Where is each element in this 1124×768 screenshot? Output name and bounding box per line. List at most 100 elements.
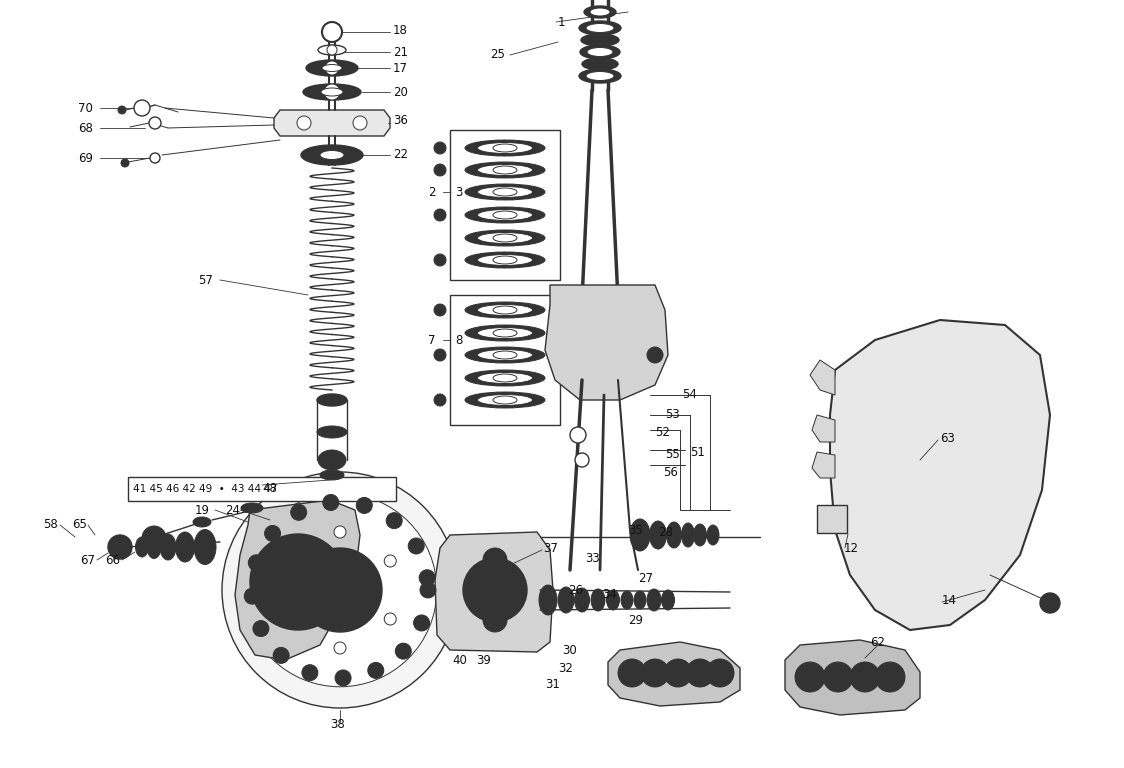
Text: 22: 22	[393, 148, 408, 161]
Ellipse shape	[574, 588, 589, 612]
Ellipse shape	[160, 534, 176, 560]
Circle shape	[434, 209, 446, 221]
Circle shape	[321, 546, 329, 554]
Circle shape	[434, 254, 446, 266]
Circle shape	[434, 304, 446, 316]
Ellipse shape	[318, 45, 346, 55]
Circle shape	[686, 659, 714, 687]
Ellipse shape	[694, 524, 707, 546]
Ellipse shape	[667, 522, 681, 548]
Text: 35: 35	[628, 524, 643, 537]
Text: 27: 27	[638, 571, 653, 584]
Circle shape	[302, 664, 318, 680]
Ellipse shape	[493, 144, 517, 152]
Ellipse shape	[175, 532, 194, 562]
Circle shape	[283, 555, 296, 567]
Text: 65: 65	[72, 518, 87, 531]
Ellipse shape	[465, 140, 545, 156]
Circle shape	[706, 659, 734, 687]
Ellipse shape	[193, 517, 211, 527]
Ellipse shape	[147, 535, 161, 558]
Circle shape	[334, 642, 346, 654]
Text: 1: 1	[558, 15, 565, 28]
Circle shape	[264, 525, 281, 541]
Circle shape	[149, 153, 160, 163]
Circle shape	[575, 453, 589, 467]
Circle shape	[278, 548, 285, 557]
Text: 32: 32	[558, 661, 573, 674]
Text: 2: 2	[428, 186, 435, 198]
Polygon shape	[812, 452, 835, 478]
Circle shape	[356, 498, 372, 514]
Ellipse shape	[136, 537, 148, 557]
Text: 14: 14	[942, 594, 957, 607]
Circle shape	[337, 588, 346, 596]
Ellipse shape	[320, 151, 344, 160]
Ellipse shape	[194, 529, 216, 564]
Circle shape	[248, 554, 264, 571]
Polygon shape	[608, 642, 740, 706]
Circle shape	[850, 662, 880, 692]
Circle shape	[321, 22, 342, 42]
Circle shape	[874, 662, 905, 692]
Ellipse shape	[707, 525, 719, 545]
Bar	[450, 130, 560, 280]
Polygon shape	[435, 532, 553, 652]
Ellipse shape	[493, 234, 517, 242]
Text: 38: 38	[330, 719, 345, 731]
Bar	[817, 505, 847, 533]
Text: 52: 52	[655, 425, 670, 439]
Ellipse shape	[582, 58, 618, 70]
Polygon shape	[545, 285, 668, 400]
Text: 33: 33	[584, 551, 600, 564]
Circle shape	[795, 662, 825, 692]
Ellipse shape	[607, 590, 619, 610]
Ellipse shape	[465, 252, 545, 268]
Text: 12: 12	[844, 541, 859, 554]
Circle shape	[243, 493, 437, 687]
Circle shape	[134, 100, 149, 116]
Text: 3: 3	[455, 186, 462, 198]
Ellipse shape	[306, 60, 359, 76]
Circle shape	[396, 643, 411, 659]
Ellipse shape	[301, 145, 363, 165]
Circle shape	[149, 117, 161, 129]
Circle shape	[121, 159, 129, 167]
Ellipse shape	[321, 88, 343, 96]
Ellipse shape	[478, 164, 533, 176]
Text: 37: 37	[543, 541, 558, 554]
Text: 68: 68	[78, 121, 93, 134]
Ellipse shape	[478, 143, 533, 154]
Ellipse shape	[478, 327, 533, 339]
Polygon shape	[812, 415, 835, 442]
Circle shape	[414, 615, 429, 631]
Circle shape	[823, 662, 853, 692]
Circle shape	[434, 349, 446, 361]
Circle shape	[334, 526, 346, 538]
Ellipse shape	[465, 184, 545, 200]
Text: 8: 8	[455, 333, 462, 346]
Ellipse shape	[318, 450, 346, 470]
Circle shape	[244, 588, 261, 604]
Text: 24: 24	[225, 504, 241, 517]
Circle shape	[387, 513, 402, 528]
Circle shape	[641, 659, 669, 687]
Ellipse shape	[493, 211, 517, 219]
Ellipse shape	[465, 207, 545, 223]
Ellipse shape	[478, 349, 533, 360]
Circle shape	[473, 568, 517, 612]
Ellipse shape	[493, 351, 517, 359]
Ellipse shape	[241, 503, 263, 513]
Text: 55: 55	[665, 449, 680, 462]
Circle shape	[250, 534, 346, 630]
Text: 39: 39	[475, 654, 491, 667]
Ellipse shape	[586, 71, 614, 81]
Text: 17: 17	[393, 61, 408, 74]
Text: 51: 51	[690, 445, 705, 458]
Circle shape	[263, 547, 333, 617]
Bar	[128, 477, 396, 501]
Ellipse shape	[493, 306, 517, 314]
Circle shape	[420, 582, 436, 598]
Circle shape	[324, 84, 339, 100]
Text: 66: 66	[105, 554, 120, 567]
